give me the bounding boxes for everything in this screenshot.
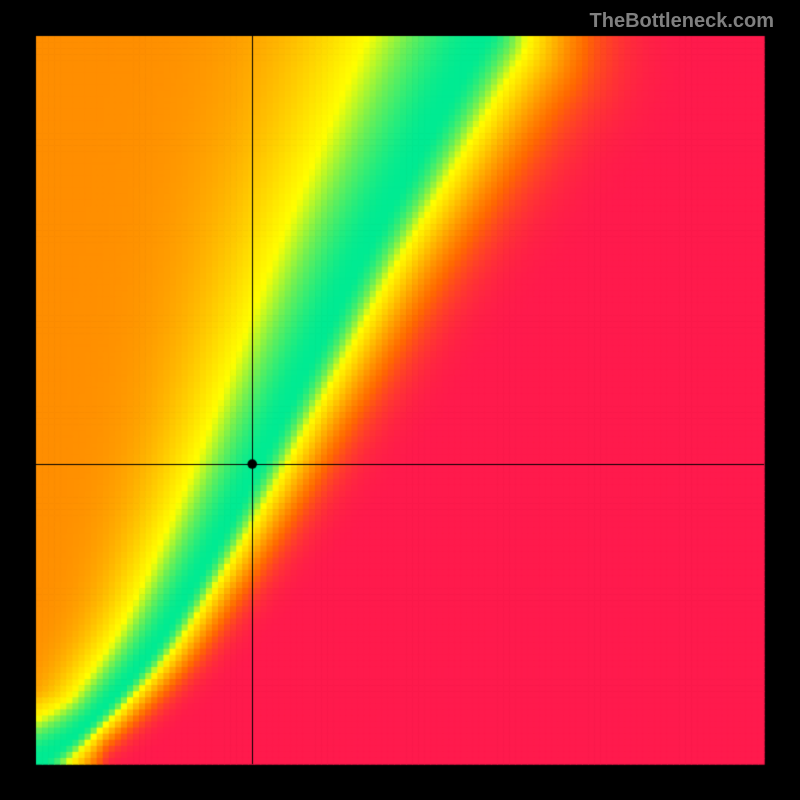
bottleneck-heatmap: [0, 0, 800, 800]
watermark-text: TheBottleneck.com: [590, 10, 774, 33]
